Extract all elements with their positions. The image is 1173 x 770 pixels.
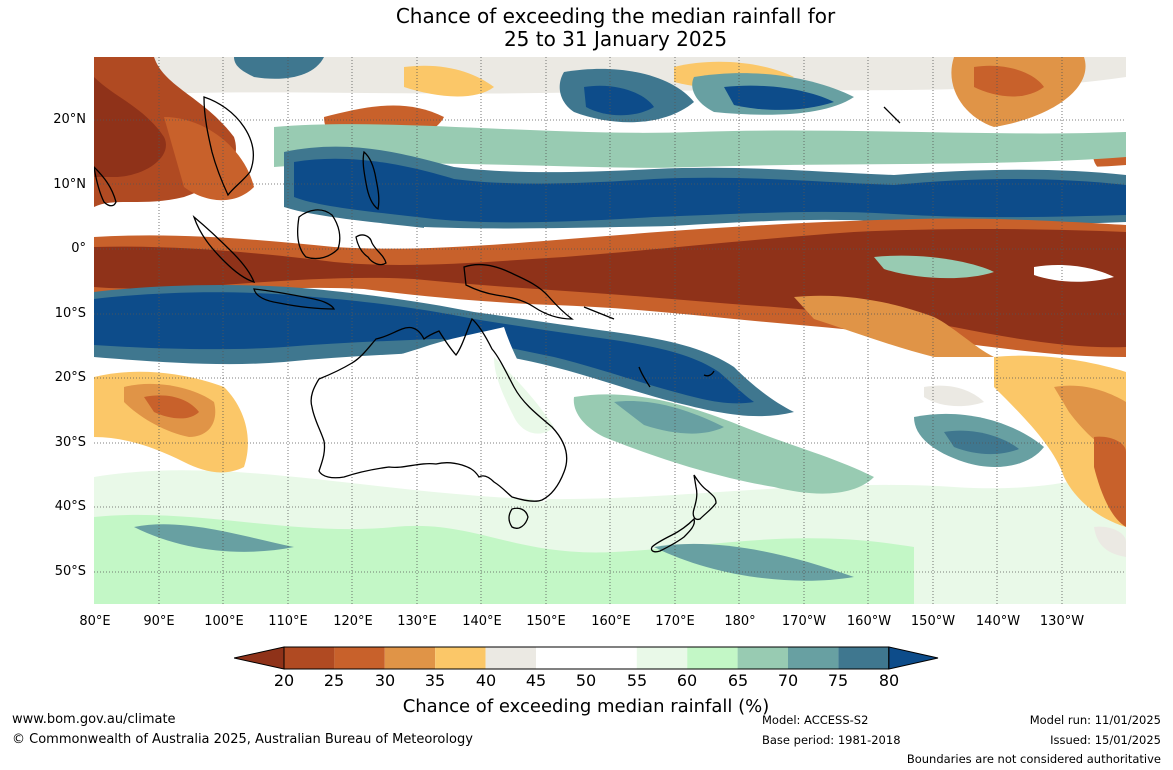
- lon-label-120e: 120°E: [333, 614, 373, 629]
- lat-label-30s: 30°S: [54, 435, 86, 450]
- coastlines: [94, 96, 901, 553]
- lat-label-40s: 40°S: [54, 499, 86, 514]
- colorbar-label: Chance of exceeding median rainfall (%): [402, 696, 770, 717]
- lon-label-130w: 130°W: [1039, 614, 1085, 629]
- lat-label-20n: 20°N: [53, 112, 86, 127]
- colorbar-segment-55-60: [636, 647, 688, 669]
- colorbar-arrow-left: [234, 646, 285, 670]
- map-title-line-2: 25 to 31 January 2025: [503, 27, 728, 51]
- colorbar-tick-40: 40: [475, 671, 497, 690]
- lon-label-160w: 160°W: [846, 614, 892, 629]
- rainfall-map: [94, 57, 1126, 604]
- colorbar-tick-80: 80: [878, 671, 900, 690]
- model-run-date: Model run: 11/01/2025: [1029, 713, 1161, 727]
- colorbar-tick-60: 60: [676, 671, 698, 690]
- lat-label-10s: 10°S: [54, 306, 86, 321]
- colorbar-tick-50: 50: [575, 671, 597, 690]
- colorbar-segment-35-40: [435, 647, 486, 669]
- colorbar-segment-25-30: [334, 647, 385, 669]
- colorbar-segment-20-25: [284, 647, 335, 669]
- copyright-text: © Commonwealth of Australia 2025, Austra…: [12, 732, 473, 747]
- colorbar-segment-45-50: [536, 647, 587, 669]
- colorbar-tick-70: 70: [777, 671, 799, 690]
- model-name: Model: ACCESS-S2: [762, 713, 869, 727]
- colorbar-segment-65-70: [737, 647, 788, 669]
- lat-label-10n: 10°N: [53, 177, 86, 192]
- colorbar-segment-30-35: [384, 647, 436, 669]
- colorbar-tick-25: 25: [323, 671, 345, 690]
- map-title-line-1: Chance of exceeding the median rainfall …: [395, 4, 836, 28]
- colorbar-tick-75: 75: [827, 671, 849, 690]
- lon-label-140w: 140°W: [975, 614, 1021, 629]
- colorbar-tick-30: 30: [374, 671, 396, 690]
- colorbar: [234, 646, 939, 670]
- lon-label-170e: 170°E: [655, 614, 695, 629]
- colorbar-segment-60-65: [687, 647, 738, 669]
- colorbar-tick-65: 65: [727, 671, 749, 690]
- colorbar-tick-45: 45: [525, 671, 547, 690]
- lon-label-110e: 110°E: [268, 614, 308, 629]
- lat-label-20s: 20°S: [54, 370, 86, 385]
- colorbar-tick-55: 55: [626, 671, 648, 690]
- base-period: Base period: 1981-2018: [762, 733, 901, 747]
- lon-label-90e: 90°E: [143, 614, 175, 629]
- colorbar-segment-50-55: [586, 647, 637, 669]
- lon-label-170w: 170°W: [781, 614, 827, 629]
- boundaries-disclaimer: Boundaries are not considered authoritat…: [906, 752, 1161, 766]
- colorbar-segment-lt20: [234, 647, 284, 669]
- lon-label-150w: 150°W: [910, 614, 956, 629]
- colorbar-segment-40-45: [485, 647, 536, 669]
- lon-label-180: 180°: [724, 614, 756, 629]
- colorbar-tick-35: 35: [424, 671, 446, 690]
- bom-url-link[interactable]: www.bom.gov.au/climate: [12, 712, 176, 727]
- issued-date: Issued: 15/01/2025: [1050, 733, 1161, 747]
- lon-label-150e: 150°E: [526, 614, 566, 629]
- lon-label-80e: 80°E: [79, 614, 111, 629]
- lon-label-140e: 140°E: [462, 614, 502, 629]
- lat-label-50s: 50°S: [54, 564, 86, 579]
- colorbar-tick-20: 20: [273, 671, 295, 690]
- colorbar-segment-gt80: [888, 647, 938, 669]
- colorbar-segment-75-80: [838, 647, 889, 669]
- lon-label-100e: 100°E: [204, 614, 244, 629]
- colorbar-segment-70-75: [788, 647, 839, 669]
- lat-label-0: 0°: [71, 241, 86, 256]
- rainfall-probability-field: [94, 57, 1126, 604]
- lon-label-130e: 130°E: [397, 614, 437, 629]
- colorbar-arrow-right: [888, 646, 939, 670]
- graticule: [94, 57, 1126, 604]
- lon-label-160e: 160°E: [591, 614, 631, 629]
